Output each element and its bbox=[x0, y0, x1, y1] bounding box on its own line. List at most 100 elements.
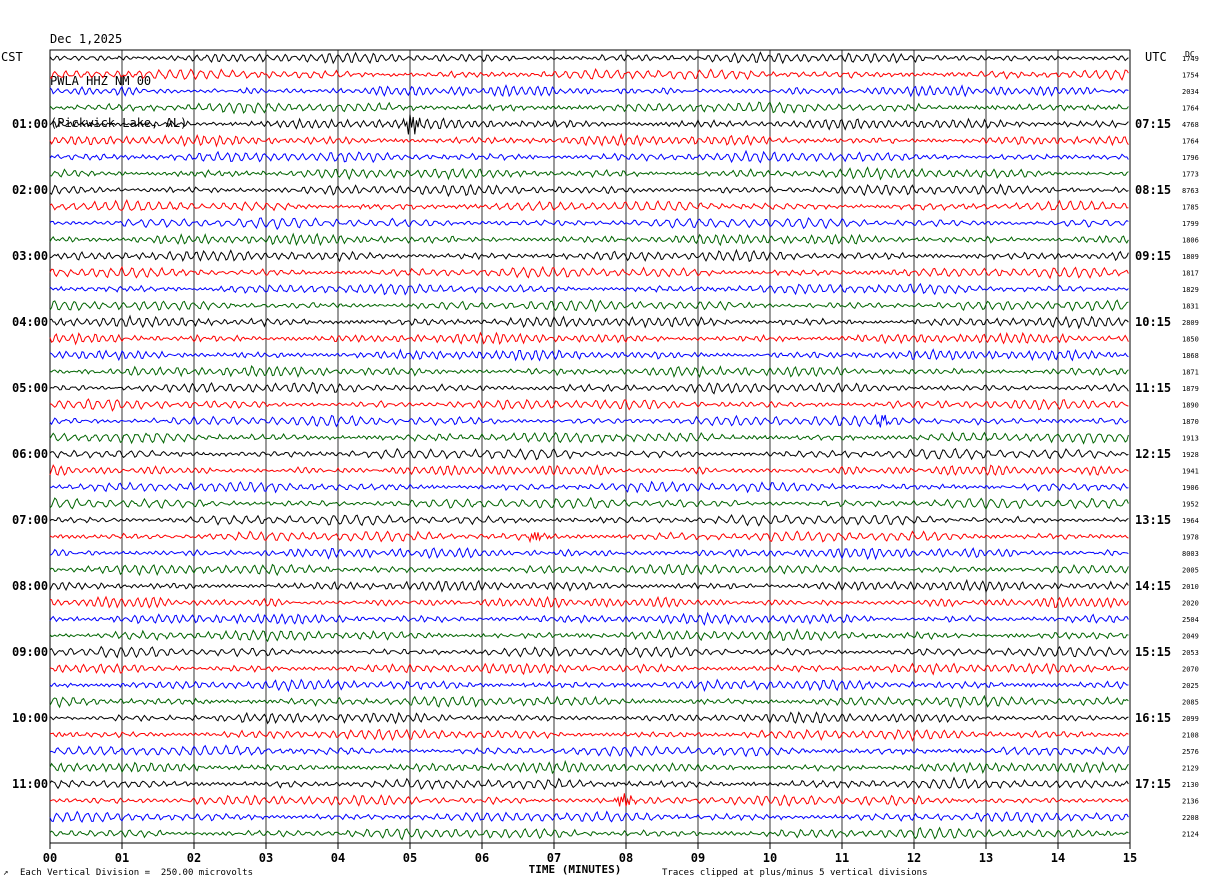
dc-offset-label: 1928 bbox=[1182, 451, 1199, 459]
dc-offset-label: 1870 bbox=[1182, 418, 1199, 426]
seismic-trace bbox=[49, 563, 1129, 577]
dc-offset-label: 1978 bbox=[1182, 534, 1199, 542]
seismic-trace bbox=[49, 398, 1129, 412]
left-time-label: 07:00 bbox=[12, 513, 48, 527]
left-time-label: 10:00 bbox=[12, 711, 48, 725]
dc-offset-label: 2034 bbox=[1182, 88, 1199, 96]
x-tick-label: 01 bbox=[115, 851, 129, 865]
clip-note: Traces clipped at plus/minus 5 vertical … bbox=[662, 868, 928, 878]
seismic-trace bbox=[49, 578, 1129, 594]
dc-offset-label: 4768 bbox=[1182, 121, 1199, 129]
seismic-trace bbox=[49, 728, 1129, 742]
seismic-trace bbox=[49, 331, 1129, 346]
dc-offset-label: 1890 bbox=[1182, 402, 1199, 410]
dc-offset-label: 2208 bbox=[1182, 814, 1199, 822]
seismic-trace bbox=[49, 133, 1129, 148]
left-time-label: 11:00 bbox=[12, 777, 48, 791]
seismic-trace bbox=[49, 365, 1129, 379]
seismic-trace bbox=[49, 282, 1129, 296]
seismic-trace bbox=[49, 611, 1129, 626]
dc-offset-label: 1809 bbox=[1182, 253, 1199, 261]
dc-offset-label: 2005 bbox=[1182, 567, 1199, 575]
dc-offset-label: 1796 bbox=[1182, 154, 1199, 162]
seismic-trace bbox=[49, 149, 1129, 164]
dc-offset-label: 2025 bbox=[1182, 682, 1199, 690]
dc-offset-label: 2124 bbox=[1182, 831, 1199, 839]
seismic-trace bbox=[49, 299, 1129, 313]
right-timezone-label: UTC bbox=[1145, 50, 1167, 64]
dc-offset-label: 1941 bbox=[1182, 468, 1199, 476]
seismic-trace bbox=[49, 530, 1129, 544]
right-time-label: 12:15 bbox=[1135, 447, 1171, 461]
seismic-trace bbox=[49, 381, 1129, 395]
seismic-trace bbox=[49, 744, 1129, 758]
seismic-trace bbox=[49, 413, 1129, 428]
seismic-trace bbox=[49, 759, 1129, 775]
seismic-trace bbox=[49, 314, 1129, 330]
dc-label: DC bbox=[1185, 50, 1195, 59]
seismic-trace bbox=[49, 496, 1129, 510]
dc-offset-label: 2085 bbox=[1182, 699, 1199, 707]
dc-offset-label: 1831 bbox=[1182, 303, 1199, 311]
x-tick-label: 00 bbox=[43, 851, 57, 865]
dc-offset-label: 1773 bbox=[1182, 171, 1199, 179]
right-time-label: 15:15 bbox=[1135, 645, 1171, 659]
right-time-label: 13:15 bbox=[1135, 513, 1171, 527]
x-tick-label: 14 bbox=[1051, 851, 1065, 865]
dc-offset-label: 2576 bbox=[1182, 748, 1199, 756]
dc-offset-label: 1871 bbox=[1182, 369, 1199, 377]
seismic-trace bbox=[49, 183, 1129, 198]
seismic-trace bbox=[49, 711, 1129, 725]
right-time-label: 08:15 bbox=[1135, 183, 1171, 197]
dc-offset-label: 2049 bbox=[1182, 633, 1199, 641]
right-time-label: 17:15 bbox=[1135, 777, 1171, 791]
left-time-label: 08:00 bbox=[12, 579, 48, 593]
dc-offset-label: 1785 bbox=[1182, 204, 1199, 212]
right-time-label: 07:15 bbox=[1135, 117, 1171, 131]
seismic-trace bbox=[49, 776, 1129, 791]
left-time-label: 05:00 bbox=[12, 381, 48, 395]
left-time-label: 02:00 bbox=[12, 183, 48, 197]
seismic-trace bbox=[49, 84, 1129, 98]
dc-offset-label: 1829 bbox=[1182, 286, 1199, 294]
seismic-trace bbox=[49, 431, 1129, 445]
seismic-trace bbox=[49, 810, 1129, 824]
dc-offset-label: 2010 bbox=[1182, 583, 1199, 591]
seismic-trace bbox=[49, 514, 1129, 527]
dc-offset-label: 1879 bbox=[1182, 385, 1199, 393]
dc-offset-label: 2504 bbox=[1182, 616, 1199, 624]
dc-offset-label: 1799 bbox=[1182, 220, 1199, 228]
arrow-icon: ↗ bbox=[3, 868, 9, 878]
seismic-trace bbox=[49, 348, 1129, 362]
seismic-trace bbox=[49, 595, 1129, 609]
seismic-trace bbox=[49, 101, 1129, 115]
left-time-label: 04:00 bbox=[12, 315, 48, 329]
dc-offset-label: 2020 bbox=[1182, 600, 1199, 608]
dc-offset-label: 2129 bbox=[1182, 765, 1199, 773]
seismic-trace bbox=[49, 645, 1129, 659]
seismic-trace bbox=[49, 114, 1129, 135]
right-time-label: 14:15 bbox=[1135, 579, 1171, 593]
x-tick-label: 15 bbox=[1123, 851, 1137, 865]
x-tick-label: 05 bbox=[403, 851, 417, 865]
dc-offset-label: 2108 bbox=[1182, 732, 1199, 740]
x-tick-label: 03 bbox=[259, 851, 273, 865]
left-time-label: 03:00 bbox=[12, 249, 48, 263]
left-time-label: 06:00 bbox=[12, 447, 48, 461]
seismic-trace bbox=[49, 199, 1129, 212]
right-time-label: 10:15 bbox=[1135, 315, 1171, 329]
dc-offset-label: 1868 bbox=[1182, 352, 1199, 360]
dc-offset-label: 2136 bbox=[1182, 798, 1199, 806]
seismic-trace bbox=[49, 248, 1129, 263]
seismic-trace bbox=[49, 68, 1129, 81]
dc-offset-label: 1817 bbox=[1182, 270, 1199, 278]
x-tick-label: 12 bbox=[907, 851, 921, 865]
right-time-label: 09:15 bbox=[1135, 249, 1171, 263]
seismic-trace bbox=[49, 826, 1129, 841]
x-tick-label: 13 bbox=[979, 851, 993, 865]
dc-offset-label: 1913 bbox=[1182, 435, 1199, 443]
dc-offset-label: 2053 bbox=[1182, 649, 1199, 657]
dc-offset-label: 2070 bbox=[1182, 666, 1199, 674]
dc-offset-label: 8003 bbox=[1182, 550, 1199, 558]
